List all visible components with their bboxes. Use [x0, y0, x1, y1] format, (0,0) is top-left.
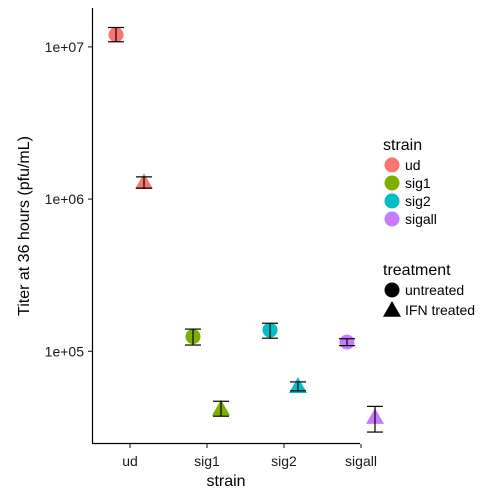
legend-key-sig1 — [384, 175, 400, 191]
legend-treatment: treatment untreated IFN treated — [383, 262, 475, 318]
legend-strain: strain ud sig1 sig2 sigall — [383, 137, 437, 227]
legend-label-untreated: untreated — [405, 282, 464, 298]
data-point-sigall-ifn-treated — [366, 405, 384, 433]
y-tick-label: 1e+07 — [45, 39, 85, 55]
data-point-sig1-untreated — [185, 328, 201, 346]
x-ticks: ud sig1 sig2 sigall — [122, 444, 377, 469]
legend-key-sig2 — [384, 193, 400, 209]
data-point-sigall-untreated — [339, 334, 355, 350]
legend-label-sigall: sigall — [405, 211, 437, 227]
x-tick-label: sig2 — [271, 453, 297, 469]
x-axis-title: strain — [206, 473, 245, 490]
data-point-sig2-untreated — [262, 322, 278, 339]
x-tick-label: sigall — [345, 453, 377, 469]
x-tick-label: ud — [122, 453, 138, 469]
y-axis-title: Titer at 36 hours (pfu/mL) — [16, 136, 33, 316]
legend-key-sigall — [384, 211, 400, 227]
legend-label-ifn-treated: IFN treated — [405, 302, 475, 318]
legend-treatment-title: treatment — [383, 262, 451, 279]
data-point-ud-ifn-treated — [135, 173, 153, 190]
data-point-sig1-ifn-treated — [212, 399, 230, 417]
y-tick-label: 1e+06 — [45, 191, 85, 207]
legend-key-ud — [384, 157, 400, 173]
legend-label-sig2: sig2 — [405, 193, 431, 209]
data-point-ud-untreated — [108, 26, 124, 43]
data-points — [108, 26, 384, 433]
y-tick-label: 1e+05 — [45, 343, 85, 359]
legend-key-untreated — [384, 282, 400, 298]
x-tick-label: sig1 — [194, 453, 220, 469]
legend-key-ifn-treated — [383, 301, 401, 317]
axes — [91, 8, 360, 445]
legend-label-sig1: sig1 — [405, 175, 431, 191]
data-point-sig2-ifn-treated — [289, 377, 307, 393]
y-ticks: 1e+05 1e+06 1e+07 — [45, 39, 92, 359]
legend-strain-title: strain — [383, 137, 422, 154]
legend-label-ud: ud — [405, 157, 421, 173]
